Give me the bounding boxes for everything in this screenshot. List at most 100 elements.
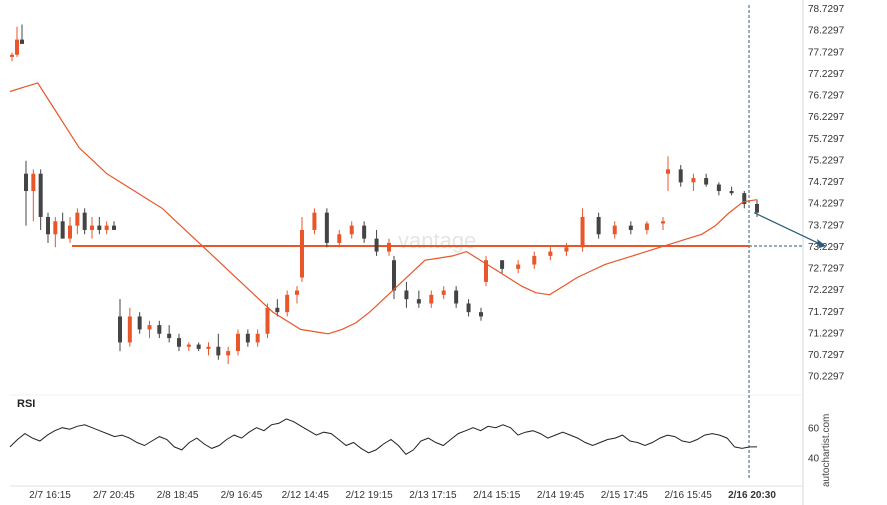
candle-body bbox=[532, 255, 537, 265]
candle-body bbox=[666, 169, 670, 174]
candle-body bbox=[454, 290, 459, 304]
gridlines bbox=[10, 0, 804, 505]
candle-body bbox=[15, 39, 19, 55]
candle-body bbox=[612, 225, 617, 235]
candle-body bbox=[82, 212, 87, 230]
y-tick-label: 72.2297 bbox=[808, 285, 845, 296]
candle-body bbox=[580, 216, 585, 248]
candle-body bbox=[479, 312, 483, 317]
candle-body bbox=[661, 221, 665, 224]
y-tick-label: 75.2297 bbox=[808, 155, 845, 166]
y-tick-label: 74.2297 bbox=[808, 199, 845, 210]
candle-body bbox=[104, 225, 109, 230]
candle-body bbox=[112, 225, 116, 230]
candle-body bbox=[484, 260, 488, 282]
candle-body bbox=[20, 39, 24, 44]
y-tick-label: 71.7297 bbox=[808, 307, 845, 318]
x-axis: 2/7 16:15 2/7 20:45 2/8 18:45 2/9 16:45 2/12… bbox=[29, 490, 776, 501]
candle-body bbox=[68, 225, 72, 239]
y-axis-price: 78.7297 78.2297 77.7297 77.2297 76.7297 76.22… bbox=[808, 4, 845, 383]
y-tick-label: 70.7297 bbox=[808, 350, 845, 361]
candle-body bbox=[729, 191, 734, 194]
candle-body bbox=[196, 344, 201, 349]
x-tick-label: 2/13 17:15 bbox=[409, 490, 457, 501]
candle-body bbox=[678, 169, 683, 183]
candle-body bbox=[416, 299, 421, 304]
candle-body bbox=[46, 216, 50, 235]
candle-body bbox=[24, 173, 28, 192]
candle-body bbox=[75, 212, 80, 226]
candle-body bbox=[704, 178, 709, 185]
candle-body bbox=[137, 316, 142, 330]
candle-body bbox=[90, 225, 94, 230]
y-tick-label: 73.2297 bbox=[808, 242, 845, 253]
candle-body bbox=[10, 54, 14, 57]
candle-body bbox=[216, 346, 221, 356]
candle-body bbox=[500, 260, 505, 269]
y-tick-label: 78.7297 bbox=[808, 4, 845, 15]
candle-body bbox=[285, 294, 290, 313]
y-tick-label: 77.2297 bbox=[808, 69, 845, 80]
rsi-title: RSI bbox=[17, 398, 35, 410]
candle-body bbox=[516, 264, 521, 269]
candle-body bbox=[157, 325, 162, 334]
candle-body bbox=[324, 212, 329, 243]
candle-body bbox=[60, 221, 65, 239]
candle-body bbox=[236, 333, 240, 352]
candle-body bbox=[337, 234, 342, 243]
watermark-text: vantage bbox=[398, 228, 476, 253]
y-tick-label: 76.2297 bbox=[808, 112, 845, 123]
candle-body bbox=[387, 242, 391, 252]
x-tick-label: 2/15 17:45 bbox=[601, 490, 649, 501]
candle-body bbox=[392, 260, 396, 291]
candle-body bbox=[177, 338, 181, 347]
candle-body bbox=[127, 316, 132, 343]
candle-body bbox=[186, 344, 191, 347]
candle-body bbox=[716, 184, 721, 192]
x-tick-label: 2/14 15:15 bbox=[473, 490, 521, 501]
candle-body bbox=[97, 225, 102, 230]
candle-body bbox=[300, 229, 304, 278]
candle-body bbox=[265, 307, 270, 334]
x-tick-label: 2/16 20:30 bbox=[728, 490, 776, 501]
y-tick-label: 73.7297 bbox=[808, 220, 845, 231]
x-tick-label: 2/14 19:45 bbox=[537, 490, 585, 501]
candle-body bbox=[206, 346, 211, 349]
candle-body bbox=[564, 247, 569, 252]
candle-body bbox=[429, 294, 434, 304]
y-tick-label: 75.7297 bbox=[808, 134, 845, 145]
candle-body bbox=[742, 193, 747, 204]
y-tick-label: 71.2297 bbox=[808, 328, 845, 339]
candle-body bbox=[691, 178, 696, 183]
candle-body bbox=[548, 251, 553, 256]
y-tick-label: 78.2297 bbox=[808, 26, 845, 37]
candle-body bbox=[755, 203, 759, 213]
y-axis-rsi: 60 40 bbox=[808, 424, 820, 465]
forecast-arrowhead bbox=[817, 238, 826, 248]
candle-body bbox=[312, 212, 317, 230]
candle-body bbox=[466, 303, 471, 313]
y-tick-label: 70.2297 bbox=[808, 372, 845, 383]
side-brand-text: autochartist.com bbox=[821, 414, 832, 487]
x-tick-label: 2/9 16:45 bbox=[221, 490, 263, 501]
candle-body bbox=[362, 225, 367, 239]
x-tick-label: 2/12 14:45 bbox=[282, 490, 330, 501]
rsi-chart bbox=[9, 418, 757, 455]
candle-body bbox=[644, 223, 649, 230]
y-tick-label: 74.7297 bbox=[808, 177, 845, 188]
x-tick-label: 2/7 20:45 bbox=[93, 490, 135, 501]
candle-body bbox=[167, 333, 172, 339]
candle-body bbox=[374, 238, 379, 252]
candle-body bbox=[404, 290, 409, 300]
y-tick-label: 76.7297 bbox=[808, 91, 845, 102]
x-tick-label: 2/12 19:15 bbox=[345, 490, 393, 501]
candle-body bbox=[349, 225, 354, 235]
candle-body bbox=[53, 221, 58, 235]
candle-body bbox=[226, 351, 231, 356]
candle-body bbox=[628, 225, 633, 230]
candle-body bbox=[38, 173, 43, 217]
x-tick-label: 2/16 15:45 bbox=[665, 490, 713, 501]
